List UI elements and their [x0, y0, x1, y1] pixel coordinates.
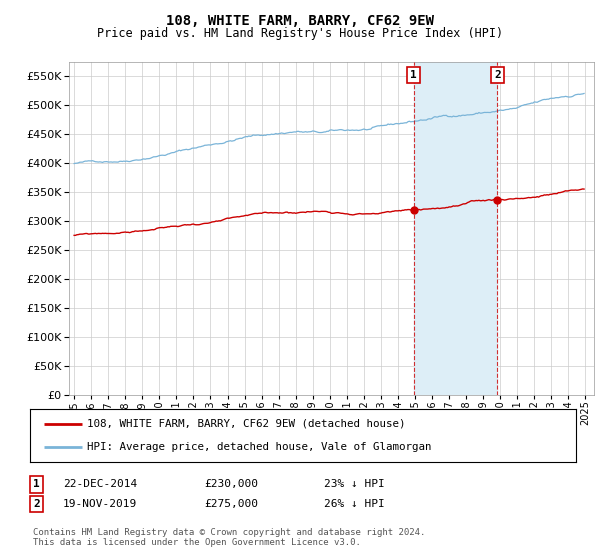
Text: 108, WHITE FARM, BARRY, CF62 9EW (detached house): 108, WHITE FARM, BARRY, CF62 9EW (detach…	[88, 419, 406, 429]
Text: 19-NOV-2019: 19-NOV-2019	[63, 499, 137, 509]
Text: 1: 1	[410, 70, 417, 80]
Text: Price paid vs. HM Land Registry's House Price Index (HPI): Price paid vs. HM Land Registry's House …	[97, 27, 503, 40]
Text: 2: 2	[494, 70, 501, 80]
Text: £230,000: £230,000	[204, 479, 258, 489]
Text: 2: 2	[33, 499, 40, 509]
Bar	[413, 62, 497, 395]
Text: 26% ↓ HPI: 26% ↓ HPI	[324, 499, 385, 509]
Text: 108, WHITE FARM, BARRY, CF62 9EW: 108, WHITE FARM, BARRY, CF62 9EW	[166, 14, 434, 28]
Text: Contains HM Land Registry data © Crown copyright and database right 2024.
This d: Contains HM Land Registry data © Crown c…	[33, 528, 425, 547]
Text: £275,000: £275,000	[204, 499, 258, 509]
Text: 1: 1	[33, 479, 40, 489]
Text: HPI: Average price, detached house, Vale of Glamorgan: HPI: Average price, detached house, Vale…	[88, 442, 432, 452]
Text: 23% ↓ HPI: 23% ↓ HPI	[324, 479, 385, 489]
Text: 22-DEC-2014: 22-DEC-2014	[63, 479, 137, 489]
